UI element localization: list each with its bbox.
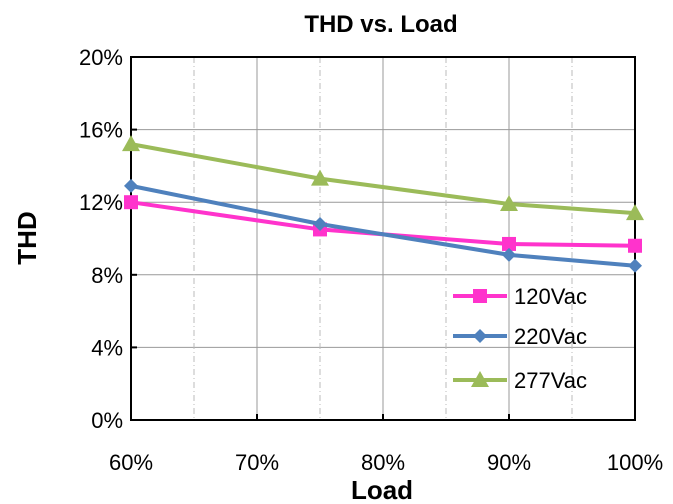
triangle-marker	[500, 195, 518, 212]
square-marker	[628, 238, 642, 253]
square-marker	[124, 195, 138, 210]
y-tick-label: 0%	[91, 408, 123, 433]
triangle-marker	[471, 371, 489, 387]
series-220Vac	[124, 178, 642, 273]
triangle-marker	[626, 204, 644, 221]
y-axis: 0% 4% 8% 12% 16% 20%	[79, 45, 137, 433]
y-tick-label: 16%	[79, 118, 123, 143]
square-marker	[473, 289, 487, 303]
y-axis-title: THD	[12, 211, 42, 264]
series-line	[130, 200, 636, 248]
x-tick-label: 60%	[109, 450, 153, 475]
square-marker	[502, 236, 516, 251]
diamond-marker	[313, 216, 327, 231]
x-axis: 60% 70% 80% 90% 100%	[109, 414, 663, 475]
diamond-marker	[628, 258, 642, 273]
x-tick-label: 90%	[487, 450, 531, 475]
legend-item: 120Vac	[453, 284, 587, 309]
y-tick-label: 8%	[91, 263, 123, 288]
x-axis-title: Load	[351, 475, 413, 504]
series-277Vac	[122, 135, 644, 221]
legend-label: 220Vac	[514, 324, 587, 349]
diamond-marker	[502, 247, 516, 262]
diamond-marker	[473, 329, 487, 343]
diamond-marker	[124, 178, 138, 193]
grid	[131, 56, 635, 420]
triangle-marker	[311, 169, 329, 186]
y-tick-label: 4%	[91, 335, 123, 360]
legend-label: 277Vac	[514, 368, 587, 393]
chart-title: THD vs. Load	[304, 11, 457, 38]
x-tick-label: 70%	[235, 450, 279, 475]
legend: 120Vac 220Vac 277Vac	[453, 284, 587, 393]
legend-item: 220Vac	[453, 324, 587, 349]
x-tick-label: 100%	[607, 450, 663, 475]
legend-label: 120Vac	[514, 284, 587, 309]
series-line	[130, 183, 636, 268]
y-tick-label: 12%	[79, 190, 123, 215]
series-layer	[122, 135, 644, 273]
series-line	[130, 142, 636, 216]
y-tick-label: 20%	[79, 45, 123, 70]
x-tick-label: 80%	[361, 450, 405, 475]
triangle-marker	[122, 135, 140, 152]
legend-item: 277Vac	[453, 368, 587, 393]
